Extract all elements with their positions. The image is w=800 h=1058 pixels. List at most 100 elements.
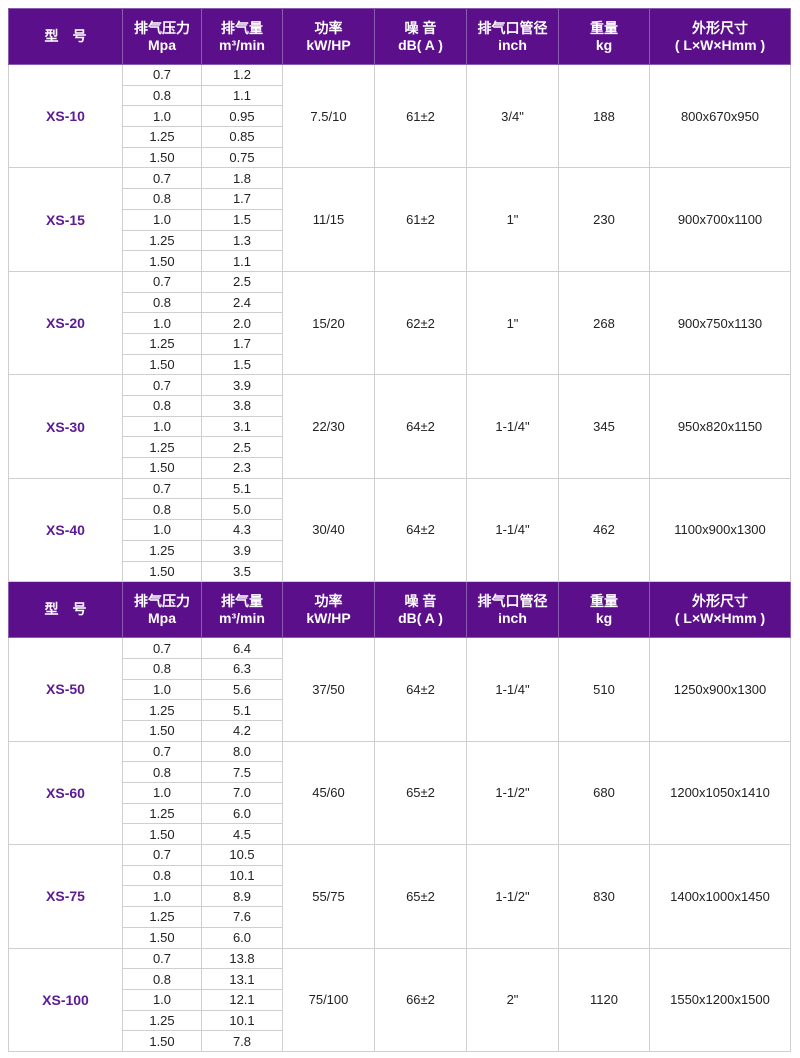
header-noise: 噪 音 dB( A ) (374, 581, 467, 639)
flow-cell: 13.1 (201, 968, 283, 990)
pressure-cell: 0.7 (122, 374, 202, 396)
header-noise: 噪 音 dB( A ) (374, 8, 467, 65)
pressure-cell: 1.25 (122, 802, 202, 825)
model-name: XS-60 (8, 740, 123, 846)
size-cell: 900x750x1130 (649, 270, 791, 376)
table-row: 1.50 1.1 (9, 250, 791, 272)
table-row: 1.0 5.6 (9, 678, 791, 701)
noise-cell: 66±2 (374, 947, 467, 1052)
pressure-cell: 1.0 (122, 105, 202, 128)
pressure-cell: 0.8 (122, 864, 202, 887)
flow-cell: 5.0 (201, 498, 283, 521)
flow-cell: 7.8 (201, 1030, 283, 1052)
noise-cell: 64±2 (374, 477, 467, 583)
pressure-cell: 1.0 (122, 885, 202, 908)
flow-cell: 0.95 (201, 105, 283, 128)
header-flow: 排气量 m³/min (201, 581, 283, 639)
table-row: 1.25 3.9 (9, 539, 791, 562)
flow-cell: 3.5 (201, 560, 283, 583)
header-row: 型 号排气压力 Mpa 排气量 m³/min 功率 kW/HP 噪 音 dB( A )… (8, 581, 791, 639)
pressure-cell: 0.8 (122, 498, 202, 521)
weight-cell: 830 (558, 844, 650, 949)
power-cell: 22/30 (282, 374, 375, 479)
flow-cell: 10.1 (201, 1009, 283, 1032)
table-row: 0.8 7.5 (9, 761, 791, 783)
flow-cell: 4.3 (201, 519, 283, 541)
pressure-cell: 0.7 (122, 477, 202, 500)
outlet-cell: 1-1/4" (466, 477, 559, 583)
flow-cell: 8.9 (201, 885, 283, 908)
size-cell: 1400x1000x1450 (649, 844, 791, 949)
size-cell: 950x820x1150 (649, 374, 791, 479)
header-size: 外形尺寸 ( L×W×Hmm ) (649, 581, 791, 639)
table-row: 1.0 12.1 (9, 988, 791, 1011)
header-row: 型 号排气压力 Mpa 排气量 m³/min 功率 kW/HP 噪 音 dB( A )… (8, 8, 791, 65)
pressure-cell: 0.8 (122, 761, 202, 783)
flow-cell: 5.1 (201, 699, 283, 721)
size-cell: 1550x1200x1500 (649, 947, 791, 1052)
flow-cell: 7.6 (201, 906, 283, 928)
weight-cell: 268 (558, 270, 650, 376)
flow-cell: 6.0 (201, 802, 283, 825)
header-pressure: 排气压力 Mpa (122, 8, 202, 65)
table-row: XS-60 0.7 8.0 45/60 65±2 1-1/2" 680 1200x1050x1… (8, 740, 791, 846)
pressure-cell: 0.7 (122, 637, 202, 659)
flow-cell: 4.5 (201, 823, 283, 846)
power-cell: 75/100 (282, 947, 375, 1052)
model-name: XS-40 (8, 477, 123, 583)
size-cell: 900x700x1100 (649, 167, 791, 272)
pressure-cell: 1.50 (122, 146, 202, 169)
header-outlet: 排气口管径 inch (466, 8, 559, 65)
weight-cell: 680 (558, 740, 650, 846)
flow-cell: 0.75 (201, 146, 283, 169)
flow-cell: 1.8 (201, 167, 283, 190)
table-row: 1.25 1.3 (9, 229, 791, 252)
pressure-cell: 1.25 (122, 332, 202, 355)
table-row: 1.25 0.85 (9, 126, 791, 148)
flow-cell: 1.5 (201, 208, 283, 231)
flow-cell: 0.85 (201, 126, 283, 148)
flow-cell: 12.1 (201, 988, 283, 1011)
noise-cell: 61±2 (374, 167, 467, 272)
outlet-cell: 1-1/4" (466, 374, 559, 479)
outlet-cell: 1" (466, 270, 559, 376)
flow-cell: 4.2 (201, 719, 283, 742)
size-cell: 1100x900x1300 (649, 477, 791, 583)
flow-cell: 10.5 (201, 844, 283, 866)
header-model: 型 号 (8, 581, 123, 639)
pressure-cell: 0.8 (122, 84, 202, 107)
power-cell: 55/75 (282, 844, 375, 949)
flow-cell: 1.3 (201, 229, 283, 252)
noise-cell: 61±2 (374, 63, 467, 169)
flow-cell: 2.0 (201, 312, 283, 334)
outlet-cell: 3/4" (466, 63, 559, 169)
outlet-cell: 1" (466, 167, 559, 272)
table-row: XS-100 0.7 13.8 75/100 66±2 2" 1120 1550x1200x1… (8, 947, 791, 1052)
model-name: XS-75 (8, 844, 123, 949)
power-cell: 11/15 (282, 167, 375, 272)
flow-cell: 5.1 (201, 477, 283, 500)
flow-cell: 6.4 (201, 637, 283, 659)
model-name: XS-30 (8, 374, 123, 479)
model-name: XS-100 (8, 947, 123, 1052)
pressure-cell: 0.7 (122, 740, 202, 763)
weight-cell: 462 (558, 477, 650, 583)
model-name: XS-10 (8, 63, 123, 169)
table-row: 1.50 4.5 (9, 823, 791, 846)
flow-cell: 6.3 (201, 657, 283, 680)
header-model: 型 号 (8, 8, 123, 65)
power-cell: 30/40 (282, 477, 375, 583)
flow-cell: 10.1 (201, 864, 283, 887)
table-row: 1.25 1.7 (9, 332, 791, 355)
noise-cell: 62±2 (374, 270, 467, 376)
table-row: XS-10 0.7 1.2 7.5/10 61±2 3/4" 188 800x670x950 (8, 63, 791, 169)
pressure-cell: 1.0 (122, 208, 202, 231)
pressure-cell: 0.8 (122, 291, 202, 314)
table-row: 1.50 6.0 (9, 926, 791, 949)
pressure-cell: 1.0 (122, 782, 202, 804)
table-row: XS-40 0.7 5.1 30/40 64±2 1-1/4" 462 1100x900x13… (8, 477, 791, 583)
pressure-cell: 1.50 (122, 560, 202, 583)
model-name: XS-20 (8, 270, 123, 376)
pressure-cell: 1.0 (122, 415, 202, 438)
weight-cell: 345 (558, 374, 650, 479)
